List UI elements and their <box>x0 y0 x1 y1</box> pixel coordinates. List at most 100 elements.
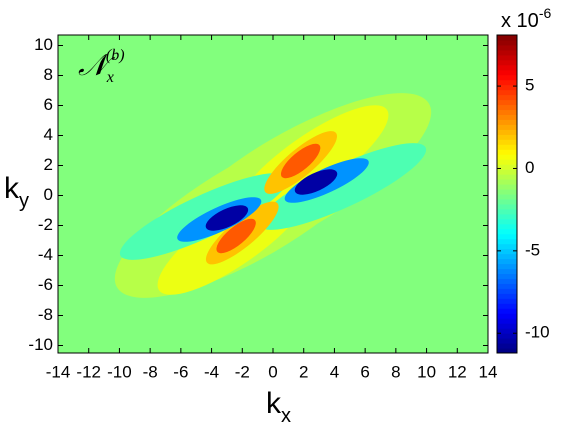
colorbar-step <box>497 308 517 314</box>
contour-region <box>294 169 338 195</box>
field <box>58 35 488 353</box>
axes: -14 -12 -10 -8 -6 -4 -2 0 2 4 6 8 10 12 14 -10 -8 -6 -4 -2 0… <box>28 35 497 382</box>
colorbar-step <box>497 109 517 115</box>
colorbar-step <box>497 338 517 344</box>
x-tick-label: 10 <box>417 362 436 381</box>
colorbar-step <box>497 84 517 91</box>
x-tick-label: 0 <box>268 362 277 381</box>
contour-region <box>216 218 256 254</box>
colorbar-step <box>497 288 517 294</box>
y-tick-label: -4 <box>38 245 53 264</box>
colorbar-step <box>497 253 517 260</box>
colorbar-step <box>497 263 517 270</box>
x-tick-label: 6 <box>360 362 369 381</box>
colorbar-step <box>497 59 517 66</box>
colorbar-step <box>497 293 517 299</box>
colorbar-step <box>497 233 517 240</box>
y-tick-label: 8 <box>44 65 53 84</box>
contour-region <box>280 143 321 179</box>
colorbar-step <box>497 248 517 255</box>
colorbar-step <box>497 114 517 120</box>
x-label-sub: x <box>281 405 291 427</box>
x-tick-label: -4 <box>204 362 219 381</box>
y-tick-label: -8 <box>38 305 53 324</box>
colorbar-step <box>497 174 517 180</box>
x-tick-label: -10 <box>107 362 132 381</box>
colorbar-step <box>497 44 517 51</box>
colorbar-step <box>497 179 517 185</box>
colorbar-step <box>497 169 517 175</box>
x-tick-label: 4 <box>330 362 339 381</box>
multiplier-main: x 10 <box>501 10 539 32</box>
x-axis-label: kx <box>266 387 291 427</box>
multiplier-sup: -6 <box>539 5 552 21</box>
colorbar-step <box>497 99 517 106</box>
colorbar-step <box>497 238 517 245</box>
colorbar-step <box>497 154 517 160</box>
y-tick-label: 2 <box>44 155 53 174</box>
colorbar-step <box>497 213 517 220</box>
x-tick-label: -2 <box>235 362 250 381</box>
colorbar-step <box>497 94 517 101</box>
colorbar-step <box>497 303 517 309</box>
contour-region <box>205 205 249 231</box>
colorbar-step <box>497 323 517 329</box>
colorbar-step <box>497 54 517 61</box>
colorbar-step <box>497 298 517 304</box>
colorbar: -10 -5 0 5 <box>496 34 550 354</box>
y-label-sub: y <box>19 190 29 212</box>
colorbar-step <box>497 189 517 195</box>
y-tick-label: -2 <box>38 215 53 234</box>
annotation-sup: (b) <box>106 47 125 64</box>
colorbar-step <box>497 283 517 289</box>
colorbar-step <box>497 278 517 284</box>
x-tick-label: 8 <box>391 362 400 381</box>
colorbar-step <box>497 124 517 130</box>
colorbar-step <box>497 223 517 230</box>
x-tick-label: -6 <box>173 362 188 381</box>
colorbar-step <box>497 139 517 145</box>
colorbar-step <box>497 184 517 190</box>
y-tick-label: 10 <box>34 35 53 54</box>
x-tick-label: -12 <box>76 362 101 381</box>
colorbar-step <box>497 159 517 165</box>
x-label-main: k <box>266 387 282 420</box>
colorbar-tick-label: 0 <box>525 158 534 177</box>
colorbar-step <box>497 104 517 111</box>
colorbar-step <box>497 203 517 210</box>
x-tick-label: -14 <box>46 362 71 381</box>
colorbar-step <box>497 134 517 140</box>
colorbar-step <box>497 243 517 250</box>
y-axis-label: ky <box>4 172 29 212</box>
colorbar-step <box>497 198 517 205</box>
colorbar-step <box>497 79 517 86</box>
colorbar-step <box>497 149 517 155</box>
colorbar-tick-label: 5 <box>525 76 534 95</box>
x-tick-label: 2 <box>299 362 308 381</box>
colorbar-step <box>497 348 517 354</box>
x-tick-label: 12 <box>448 362 467 381</box>
colorbar-step <box>497 218 517 225</box>
colorbar-tick-label: -5 <box>525 240 540 259</box>
x-tick-label: -8 <box>143 362 158 381</box>
y-tick-label: 4 <box>44 125 53 144</box>
y-tick-label: 0 <box>44 185 53 204</box>
colorbar-step <box>497 69 517 76</box>
colorbar-step <box>497 258 517 265</box>
colorbar-step <box>497 208 517 215</box>
x-tick-label: 14 <box>479 362 498 381</box>
colorbar-step <box>497 39 517 46</box>
colorbar-step <box>497 49 517 56</box>
colorbar-step <box>497 268 517 274</box>
colorbar-step <box>497 35 517 41</box>
colorbar-step <box>497 89 517 96</box>
colorbar-multiplier: x 10-6 <box>501 5 551 33</box>
colorbar-step <box>497 273 517 279</box>
y-tick-label: -10 <box>28 335 53 354</box>
y-tick-label: -6 <box>38 275 53 294</box>
colorbar-step <box>497 333 517 339</box>
colorbar-step <box>497 318 517 324</box>
colorbar-step <box>497 164 517 170</box>
colorbar-step <box>497 64 517 71</box>
